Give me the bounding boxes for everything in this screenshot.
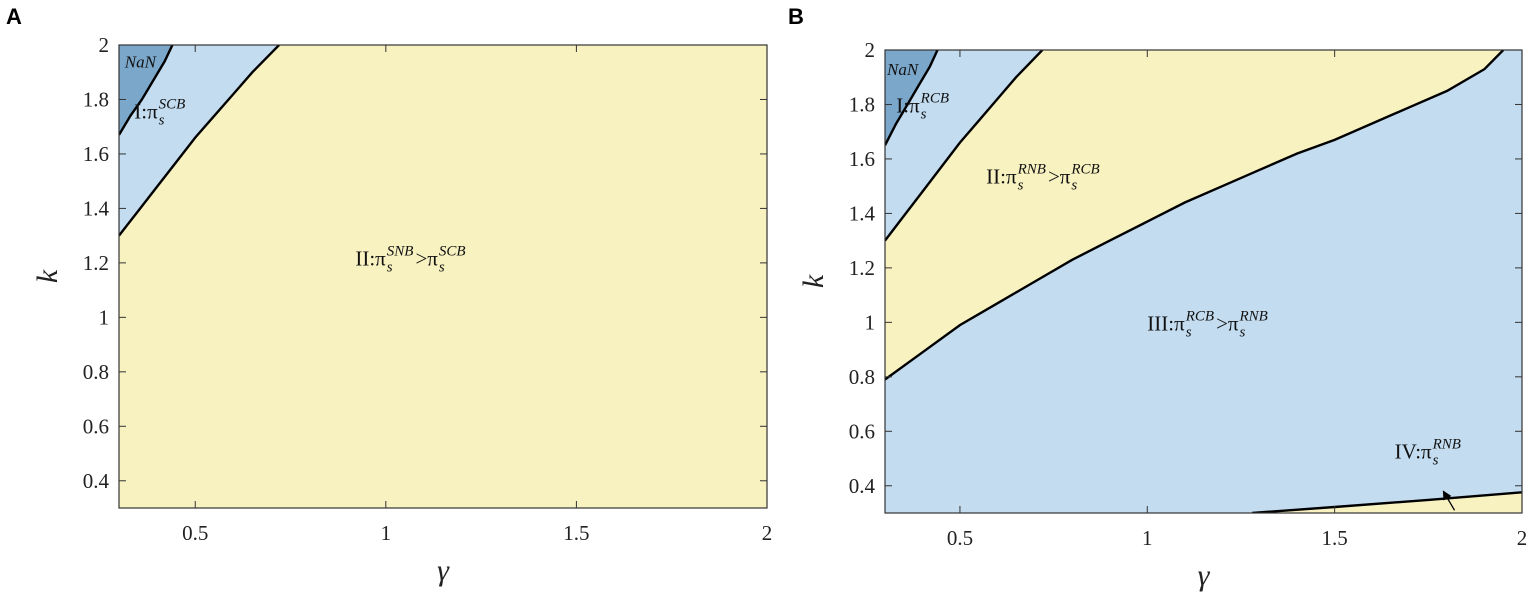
region-label-prefix: I: [896,94,909,118]
region-label-prefix: IV: [1395,440,1421,464]
region-label-prefix: II: [355,247,375,271]
relation-symbol: > [1048,164,1060,188]
y-tick-label: 1.6 [849,147,875,171]
y-tick-label: 1.8 [849,92,875,116]
profit-superscript: SNB [387,244,414,260]
panel-letter: B [788,4,804,29]
panel-b: B 0.5 1 1.5 2 0.4 0.6 0.8 1 1.2 1.4 1.6 1.8 2 γ k NaN I: … [788,4,1527,592]
y-tick-label: 2 [865,38,876,62]
annotation-arrow [1442,490,1456,511]
profit-superscript: RNB [1432,437,1461,453]
plot-frame [118,44,768,509]
region-label-prefix: I: [134,100,147,124]
profit-symbol: π [1060,164,1071,188]
panel-a: A 0.5 1 1.5 2 0.4 0.6 0.8 1 1.2 1.4 1.6 1.8 2 γ k NaN I: … [6,4,772,587]
y-tick-label: 0.6 [849,419,875,443]
y-tick-label: 1.4 [83,196,110,220]
panel-letter: A [6,4,22,29]
nan-label: NaN [124,52,158,71]
y-axis-label: k [31,269,64,283]
profit-subscript: s [1240,325,1246,341]
profit-superscript: RNB [1239,309,1268,325]
x-tick-label: 1.5 [1322,526,1348,550]
y-tick-label: 1.2 [849,256,875,280]
x-axis-label: γ [437,554,450,587]
profit-symbol: π [1006,164,1017,188]
plot-area [885,50,1522,513]
y-tick-label: 1.6 [83,142,109,166]
profit-superscript: SCB [159,97,186,113]
relation-symbol: > [415,247,427,271]
profit-subscript: s [921,107,927,123]
plot-area [119,45,280,237]
profit-superscript: RCB [1070,161,1099,177]
region-3 [1252,492,1522,513]
boundary-line-1 [885,50,939,146]
x-tick-label: 1 [1142,526,1153,550]
profit-symbol: π [147,100,158,124]
profit-superscript: RCB [920,91,949,107]
boundary-line-2 [119,45,280,237]
region-1 [885,50,1504,380]
y-tick-label: 0.8 [849,365,875,389]
y-tick-label: 0.8 [83,360,109,384]
y-tick-label: 0.4 [849,474,876,498]
profit-symbol: π [1421,440,1432,464]
x-tick-label: 0.5 [182,521,208,545]
profit-subscript: s [387,260,393,276]
profit-symbol: π [375,247,386,271]
boundary-line-4 [1252,491,1522,513]
profit-symbol: π [427,247,438,271]
y-tick-label: 1 [865,310,876,334]
plot-background [119,45,767,508]
region-2 [119,45,280,236]
profit-subscript: s [1186,325,1192,341]
profit-subscript: s [1433,453,1439,469]
nan-label: NaN [886,60,920,79]
profit-superscript: RNB [1017,161,1046,177]
profit-subscript: s [439,260,445,276]
profit-superscript: RCB [1185,309,1214,325]
y-tick-label: 1.2 [83,251,109,275]
x-tick-label: 1 [381,521,392,545]
profit-symbol: π [1228,312,1239,336]
y-tick-label: 1.4 [849,201,876,225]
region-label-prefix: II: [986,164,1006,188]
boundary-line-1 [119,45,174,136]
y-tick-label: 2 [99,33,110,57]
profit-symbol: π [1174,312,1185,336]
profit-superscript: SCB [439,244,466,260]
profit-subscript: s [159,113,165,129]
profit-subscript: s [1018,177,1024,193]
y-tick-label: 1.8 [83,87,109,111]
relation-symbol: > [1216,312,1228,336]
x-tick-label: 1.5 [563,521,589,545]
x-tick-label: 2 [762,521,773,545]
profit-subscript: s [1071,177,1077,193]
profit-symbol: π [909,94,920,118]
y-tick-label: 0.4 [83,469,110,493]
x-axis-label: γ [1198,559,1211,592]
boundary-line-3 [885,50,1505,381]
x-tick-label: 2 [1517,526,1528,550]
y-axis-label: k [797,274,830,288]
y-tick-label: 1 [99,305,110,329]
plot-frame [884,49,1523,514]
boundary-line-2 [885,50,1044,242]
x-tick-label: 0.5 [947,526,973,550]
y-tick-label: 0.6 [83,414,109,438]
region-label-prefix: III: [1147,312,1174,336]
